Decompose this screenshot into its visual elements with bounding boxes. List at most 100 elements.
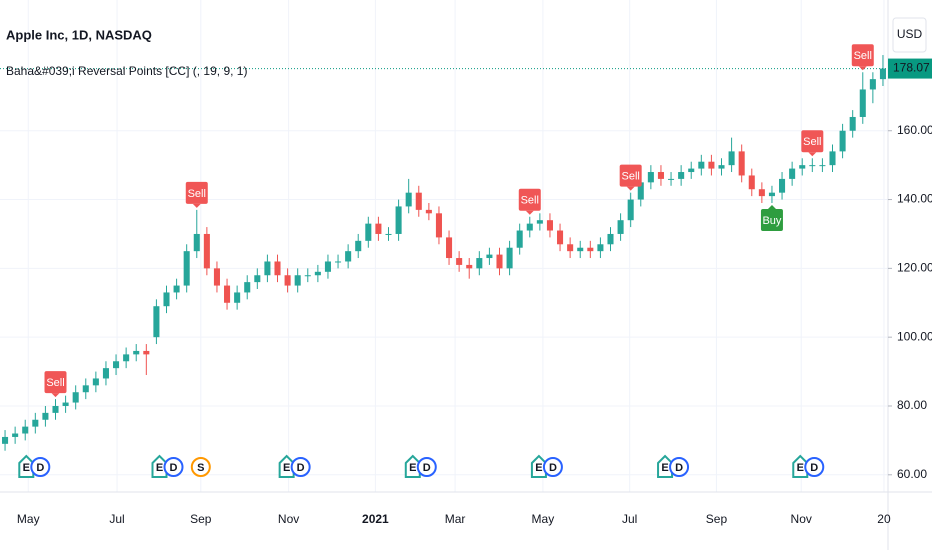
event-label[interactable]: E: [409, 462, 416, 474]
x-tick-label: Nov: [278, 512, 299, 526]
signal: Sell: [619, 164, 642, 191]
candle-body: [153, 306, 160, 338]
event-label[interactable]: D: [170, 462, 178, 474]
x-tick-label: May: [17, 512, 40, 526]
signal-pointer: [525, 210, 534, 215]
candle-body: [415, 192, 422, 210]
event-marker[interactable]: D: [542, 457, 563, 477]
candle-body: [395, 206, 402, 234]
candle-body: [476, 258, 483, 269]
candle-body: [435, 213, 442, 238]
candle-body: [32, 419, 39, 427]
signal-pointer: [767, 204, 776, 209]
event-label[interactable]: D: [810, 462, 818, 474]
candle-body: [516, 230, 523, 248]
candle-body: [829, 151, 836, 166]
event-icon[interactable]: [163, 457, 184, 477]
event-icon[interactable]: [290, 457, 311, 477]
event-label[interactable]: E: [156, 462, 163, 474]
last-price-box: [888, 58, 932, 79]
event-icon[interactable]: [804, 457, 825, 477]
candle-body: [456, 258, 463, 265]
candle-body: [203, 233, 210, 269]
event-marker[interactable]: D: [163, 457, 184, 477]
x-tick-label: 2021: [362, 512, 389, 526]
candle-body: [314, 271, 321, 276]
candle-body: [72, 392, 79, 403]
event-label[interactable]: E: [797, 462, 804, 474]
event-icon[interactable]: [30, 457, 51, 477]
currency-label[interactable]: USD: [897, 27, 923, 41]
event-label[interactable]: E: [661, 462, 668, 474]
event-icon[interactable]: [542, 457, 563, 477]
candle-body: [254, 275, 261, 283]
candle-body: [617, 220, 624, 234]
event-label[interactable]: E: [283, 462, 290, 474]
event-marker[interactable]: D: [669, 457, 690, 477]
candle-body: [375, 223, 382, 234]
event-label[interactable]: E: [535, 462, 542, 474]
event-marker[interactable]: S: [190, 457, 211, 477]
candle-body: [335, 261, 342, 263]
event-icon[interactable]: [416, 457, 437, 477]
candle-body: [466, 264, 473, 269]
event-label[interactable]: D: [36, 462, 44, 474]
candle-body: [678, 172, 685, 179]
candle-body: [789, 168, 796, 179]
candle-body: [304, 275, 311, 277]
candle-body: [779, 178, 786, 193]
candle-body: [647, 172, 654, 183]
candle-body: [799, 165, 806, 169]
y-tick-label: 60.00: [897, 467, 927, 481]
candle-body: [688, 168, 695, 173]
signal-box: [801, 130, 824, 153]
signal-box: [619, 164, 642, 187]
y-tick-label: 100.00: [897, 329, 932, 343]
event-marker[interactable]: D: [804, 457, 825, 477]
chart-title: Apple Inc, 1D, NASDAQ: [6, 27, 152, 42]
event-marker[interactable]: D: [290, 457, 311, 477]
candle-body: [213, 268, 220, 286]
signal-pointer: [51, 393, 60, 398]
candle-body: [224, 285, 231, 303]
candle-body: [123, 354, 130, 362]
event-label[interactable]: S: [197, 462, 204, 474]
event-label[interactable]: D: [675, 462, 683, 474]
event-label[interactable]: D: [549, 462, 557, 474]
candle-body: [758, 189, 765, 197]
candle-body: [496, 254, 503, 269]
signal: Buy: [760, 204, 783, 231]
event-icon[interactable]: [190, 457, 211, 477]
currency-button[interactable]: [892, 17, 927, 53]
candle-body: [567, 244, 574, 252]
signal-label: Sell: [521, 195, 539, 207]
candle-body: [809, 165, 816, 167]
event-label[interactable]: D: [423, 462, 431, 474]
event-marker[interactable]: D: [416, 457, 437, 477]
signal-pointer: [192, 203, 201, 208]
candle-body: [587, 247, 594, 252]
signal-box: [518, 188, 541, 211]
signal-pointer: [858, 66, 867, 71]
signal: Sell: [518, 188, 541, 215]
event-label[interactable]: E: [23, 462, 30, 474]
candle-body: [768, 192, 775, 197]
candle-body: [425, 209, 432, 214]
event-marker[interactable]: D: [30, 457, 51, 477]
candle-body: [728, 151, 735, 166]
x-tick-label: Jul: [622, 512, 637, 526]
candle-body: [183, 251, 190, 286]
indicator-label: Baha&#039;i Reversal Points [CC] (, 19, …: [6, 64, 247, 78]
signal-label: Sell: [854, 50, 872, 62]
candle-body: [839, 130, 846, 152]
candle-body: [879, 68, 886, 80]
candle-body: [82, 385, 89, 393]
event-icon[interactable]: [669, 457, 690, 477]
candle-body: [244, 282, 251, 293]
signal-box: [44, 371, 67, 394]
x-tick-label: 20: [877, 512, 891, 526]
candle-body: [718, 165, 725, 169]
candle-body: [345, 251, 352, 262]
event-label[interactable]: D: [297, 462, 305, 474]
